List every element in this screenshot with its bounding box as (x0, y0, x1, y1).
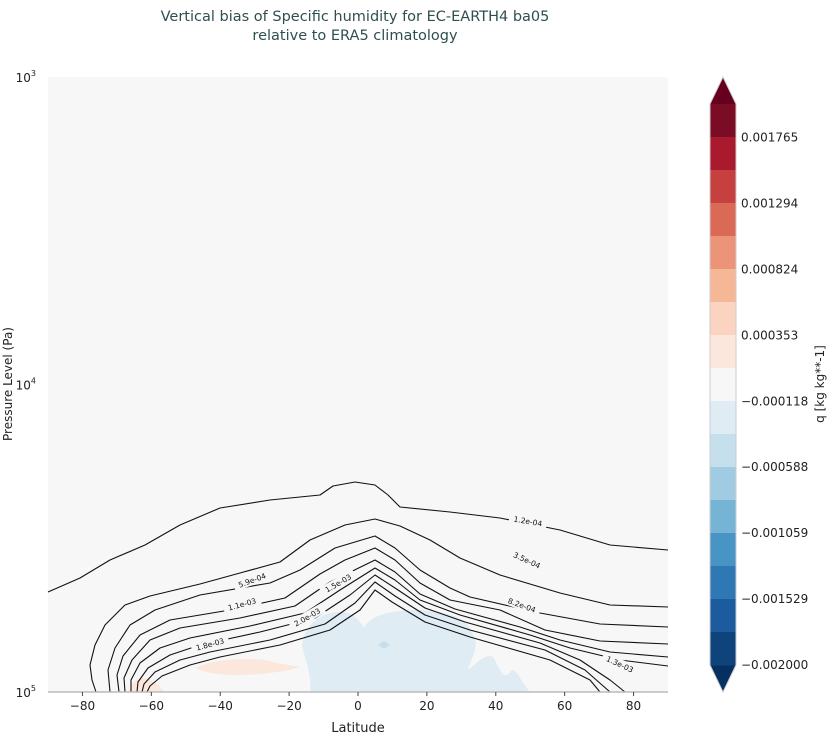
contour-label-bg (222, 594, 262, 614)
colorbar-tick-label: −0.000118 (741, 394, 808, 408)
colorbar-segment (710, 368, 736, 402)
colorbar-segment (710, 335, 736, 369)
contour-line (136, 574, 626, 693)
colorbar-tick-label: 0.001294 (741, 196, 798, 210)
colorbar-segment (710, 500, 736, 534)
colorbar-segment (710, 533, 736, 567)
y-ticks: 103 104 105 (16, 69, 36, 700)
x-tick-label: −60 (139, 699, 164, 713)
contour-label-bg (507, 547, 547, 573)
y-axis-label: Pressure Level (Pa) (1, 327, 15, 441)
colorbar-extend-bottom (710, 665, 736, 692)
colorbar-tick-label: −0.000588 (741, 460, 808, 474)
x-tick-label: 80 (626, 699, 641, 713)
colorbar-segment (710, 170, 736, 204)
colorbar-tick-label: −0.002000 (741, 658, 808, 672)
colorbar-extend-top (710, 77, 736, 104)
title-line-2: relative to ERA5 climatology (252, 28, 458, 44)
colorbar-segment (710, 566, 736, 600)
colorbar-segment (710, 632, 736, 666)
contour-label-bg (288, 603, 326, 631)
contour-label-bg (600, 651, 640, 677)
x-tick-label: 40 (488, 699, 503, 713)
x-tick-label: −80 (70, 699, 95, 713)
plot-background (48, 77, 668, 692)
chart-title: Vertical bias of Specific humidity for E… (0, 8, 710, 46)
x-tick-label: 0 (354, 699, 362, 713)
colorbar-tick-label: −0.001529 (741, 592, 808, 606)
colorbar-segment (710, 137, 736, 171)
negative-bias-region (302, 610, 530, 692)
contour-line (141, 581, 611, 693)
bias-fills (128, 610, 530, 692)
title-line-1: Vertical bias of Specific humidity for E… (160, 9, 550, 25)
x-ticks: −80 −60 −40 −20 0 20 40 60 80 (70, 692, 641, 713)
contour-label-bg (319, 569, 357, 597)
colorbar-outline (709, 75, 737, 694)
colorbar-segment (710, 104, 736, 138)
negative-bias-region (378, 641, 390, 649)
colorbar-label: q [kg kg**-1] (813, 345, 827, 423)
colorbar-segment (710, 401, 736, 435)
contour-line (146, 589, 601, 693)
contour-line (116, 547, 669, 693)
contour-label-bg (502, 593, 542, 617)
colorbar-tick-label: 0.001765 (741, 130, 798, 144)
contour-label-bg (232, 568, 272, 592)
colorbar-segment (710, 236, 736, 270)
colorbar-segment (710, 599, 736, 633)
colorbar-segment (710, 302, 736, 336)
x-tick-label: 20 (419, 699, 434, 713)
contour-label-bg (508, 512, 548, 530)
colorbar-tick-label: 0.000353 (741, 328, 798, 342)
colorbar-tick-label: −0.001059 (741, 526, 808, 540)
colorbar: 0.001765 0.001294 0.000824 0.000353 −0.00011… (709, 75, 808, 694)
x-axis-label: Latitude (331, 721, 385, 736)
colorbar-segment (710, 467, 736, 501)
colorbar-segment (710, 434, 736, 468)
contour-line (89, 518, 669, 693)
x-tick-label: −20 (276, 699, 301, 713)
colorbar-segment (710, 269, 736, 303)
positive-bias-region (196, 658, 300, 675)
y-tick-label: 103 (16, 69, 36, 85)
x-tick-label: 60 (557, 699, 572, 713)
colorbar-tick-label: 0.000824 (741, 262, 798, 276)
y-tick-label: 104 (16, 377, 36, 393)
colorbar-segment (710, 203, 736, 237)
y-tick-label: 105 (16, 684, 36, 700)
contour-label-bg (190, 634, 230, 654)
x-tick-label: −40 (208, 699, 233, 713)
contour-line (107, 535, 669, 693)
contour-line (130, 567, 669, 692)
